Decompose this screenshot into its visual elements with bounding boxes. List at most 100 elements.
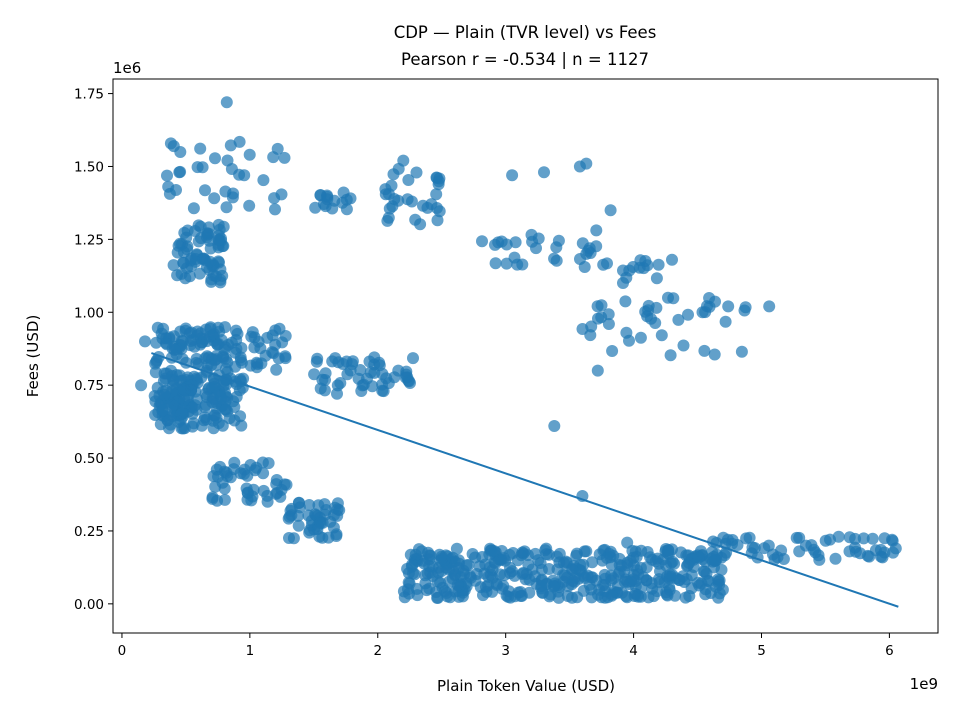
data-point <box>311 352 324 365</box>
data-point <box>178 383 191 396</box>
data-point <box>167 259 180 272</box>
data-point <box>703 292 716 304</box>
data-point <box>620 590 632 603</box>
data-point <box>167 140 180 153</box>
data-point <box>731 539 744 551</box>
data-point <box>221 365 234 378</box>
data-point <box>466 548 479 560</box>
data-point <box>344 192 357 205</box>
data-point <box>489 257 502 270</box>
data-point <box>212 233 225 246</box>
data-point <box>397 154 410 167</box>
data-point <box>517 566 530 579</box>
data-point <box>666 253 678 266</box>
data-point <box>401 193 414 206</box>
data-point <box>508 251 521 264</box>
data-point <box>230 343 243 355</box>
x-tick-label: 5 <box>757 643 766 659</box>
data-point <box>382 211 395 224</box>
data-point <box>494 553 507 566</box>
y-tick-label: 1.25 <box>74 232 104 248</box>
data-point <box>677 339 690 352</box>
x-tick-label: 0 <box>118 643 127 659</box>
data-point <box>590 224 603 237</box>
data-point <box>225 163 238 175</box>
data-point <box>534 557 547 569</box>
data-point <box>635 581 648 594</box>
data-point <box>450 542 463 555</box>
data-point <box>430 586 443 598</box>
data-point <box>420 584 433 597</box>
data-point <box>172 239 185 252</box>
data-point <box>402 174 415 186</box>
data-point <box>602 318 615 330</box>
data-point <box>157 404 169 417</box>
data-point <box>652 258 665 271</box>
x-tick-label: 6 <box>885 643 894 659</box>
data-point <box>580 545 593 558</box>
data-point <box>407 352 419 365</box>
data-point <box>506 169 519 182</box>
data-point <box>451 579 464 591</box>
data-point <box>430 188 443 201</box>
data-point <box>683 590 696 602</box>
data-point <box>218 343 231 356</box>
y-tick-label: 1.50 <box>74 159 104 175</box>
data-point <box>722 300 735 313</box>
data-point <box>651 585 664 598</box>
data-point <box>863 550 876 563</box>
data-point <box>356 379 369 392</box>
data-point <box>213 223 226 236</box>
data-point <box>642 591 655 604</box>
data-point <box>591 364 604 377</box>
data-point <box>866 532 879 545</box>
data-point <box>293 496 305 509</box>
data-point <box>483 548 496 561</box>
data-point <box>586 556 599 569</box>
data-point <box>324 515 337 528</box>
x-axis-multiplier: 1e9 <box>910 675 938 693</box>
chart-subtitle: Pearson r = -0.534 | n = 1127 <box>401 50 649 69</box>
data-point <box>410 166 423 179</box>
data-point <box>644 551 657 564</box>
data-point <box>604 204 617 217</box>
data-point <box>157 322 170 335</box>
data-point <box>269 338 282 351</box>
data-point <box>593 548 606 561</box>
data-point <box>230 324 242 337</box>
data-point <box>241 493 254 506</box>
data-point <box>240 482 253 495</box>
data-point <box>719 315 732 328</box>
data-point <box>581 569 594 582</box>
data-point <box>215 334 228 347</box>
x-tick-label: 2 <box>373 643 382 659</box>
data-point <box>204 322 217 335</box>
data-point <box>397 585 410 598</box>
data-point <box>233 135 246 148</box>
data-point <box>206 396 219 408</box>
data-point <box>504 561 516 574</box>
data-point <box>318 498 331 511</box>
data-point <box>557 575 570 588</box>
data-point <box>668 557 681 570</box>
data-point <box>552 234 565 247</box>
data-point <box>208 192 221 205</box>
data-point <box>246 326 259 339</box>
data-point <box>406 558 419 571</box>
data-point <box>637 262 650 275</box>
data-point <box>718 549 731 562</box>
data-point <box>573 160 586 173</box>
data-point <box>314 517 327 530</box>
data-point <box>695 577 708 590</box>
data-point <box>525 228 538 241</box>
data-point <box>250 361 263 374</box>
data-point <box>209 152 221 165</box>
data-point <box>854 547 867 560</box>
data-point <box>331 379 344 392</box>
data-point <box>763 300 776 313</box>
data-point <box>204 242 217 255</box>
data-point <box>607 572 620 585</box>
data-point <box>585 583 598 596</box>
